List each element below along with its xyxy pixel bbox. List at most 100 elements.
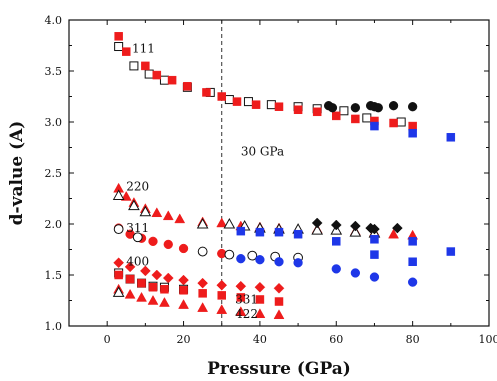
x-tick-label: 20	[177, 333, 191, 346]
data-point	[408, 121, 417, 131]
data-point	[125, 274, 135, 284]
data-point	[362, 113, 372, 123]
data-point	[223, 217, 236, 229]
data-point	[254, 281, 266, 293]
data-point	[198, 289, 207, 298]
data-point	[216, 304, 228, 314]
data-point	[350, 103, 361, 113]
data-point	[350, 220, 361, 232]
data-point	[266, 100, 276, 110]
data-point	[136, 291, 147, 302]
y-tick-label: 4.0	[45, 14, 63, 27]
data-point	[132, 232, 143, 243]
series-s111-open	[114, 42, 406, 127]
data-point	[293, 229, 303, 239]
data-point	[255, 255, 265, 265]
data-point	[197, 246, 208, 257]
data-point	[217, 291, 226, 300]
data-point	[124, 261, 136, 273]
x-tick-label: 60	[329, 333, 343, 346]
data-point	[114, 270, 123, 280]
data-point	[327, 103, 338, 113]
data-point	[147, 294, 159, 305]
data-point	[148, 236, 158, 246]
x-tick-label: 0	[104, 333, 111, 346]
data-point	[408, 237, 417, 246]
data-point	[312, 107, 322, 117]
annotation-a111: 111	[132, 42, 155, 56]
data-point	[369, 223, 380, 235]
y-tick-label: 2.5	[45, 167, 63, 180]
annotation-a400: 400	[126, 255, 149, 269]
data-point	[159, 297, 170, 307]
data-point	[332, 111, 341, 121]
data-point	[255, 227, 265, 237]
annotation-a422: 422	[235, 307, 258, 321]
data-point	[293, 105, 303, 115]
data-point	[217, 92, 226, 101]
data-point	[112, 189, 125, 200]
data-point	[373, 103, 383, 113]
data-point	[124, 288, 136, 299]
data-point	[274, 257, 284, 267]
data-point	[122, 47, 131, 56]
y-axis-label: d-value (A)	[7, 121, 27, 226]
data-point	[160, 285, 169, 294]
data-point	[197, 277, 208, 289]
data-point	[148, 282, 158, 292]
data-point	[197, 302, 209, 312]
data-point	[178, 299, 189, 309]
data-point	[392, 222, 403, 234]
data-point	[129, 61, 139, 71]
data-point	[151, 269, 163, 281]
data-point	[163, 239, 173, 250]
data-point	[139, 205, 152, 217]
data-point	[216, 279, 228, 291]
x-tick-label: 80	[406, 333, 420, 346]
data-point	[162, 210, 174, 221]
y-tick-label: 1.5	[45, 269, 63, 282]
data-point	[446, 133, 456, 142]
data-point	[370, 121, 379, 131]
data-point	[351, 114, 360, 124]
x-tick-label: 100	[479, 333, 497, 346]
series-s331-open	[112, 286, 125, 297]
data-point	[114, 42, 124, 52]
data-point	[274, 102, 284, 111]
data-point	[254, 308, 266, 319]
series-s111-red	[114, 32, 417, 131]
data-point	[236, 293, 246, 302]
data-point	[330, 219, 342, 231]
data-point	[144, 69, 154, 79]
data-point	[196, 217, 209, 229]
data-point	[446, 247, 456, 256]
data-point	[202, 88, 211, 97]
data-point	[120, 190, 132, 201]
plot-frame	[68, 19, 490, 327]
series-s400-blue	[370, 247, 456, 266]
data-point	[388, 101, 399, 111]
data-point	[370, 250, 379, 259]
data-point	[183, 82, 192, 91]
data-point	[350, 268, 361, 278]
data-point	[274, 227, 284, 237]
series-s111-black	[323, 101, 418, 113]
data-point	[247, 250, 258, 261]
data-point	[389, 118, 398, 128]
data-point	[151, 207, 163, 218]
data-point	[339, 106, 349, 116]
data-point	[236, 226, 246, 236]
data-point	[408, 257, 417, 266]
data-point	[179, 286, 188, 295]
y-tick-label: 1.0	[45, 320, 63, 333]
data-point	[235, 280, 247, 292]
data-point	[251, 100, 261, 109]
data-point	[331, 264, 341, 274]
data-point	[407, 277, 418, 287]
data-point	[332, 237, 341, 246]
axis-ticks: 0 20 40 60 80 100 1.0 1.5 2.0 2.5 3.0 3.5 4.0	[45, 14, 497, 346]
data-point	[216, 217, 228, 228]
data-point	[370, 235, 379, 244]
data-point	[396, 117, 406, 127]
